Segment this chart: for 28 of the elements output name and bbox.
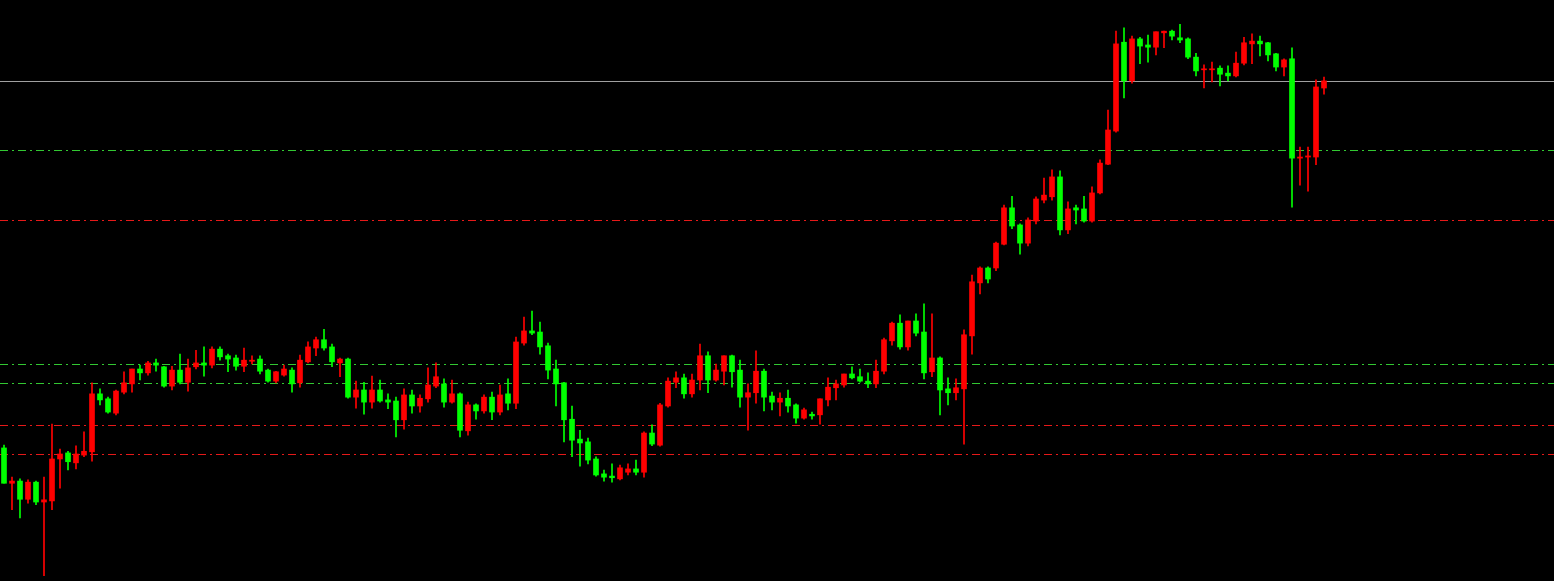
candlestick bbox=[929, 313, 935, 378]
candlestick bbox=[353, 380, 359, 409]
candlestick bbox=[225, 353, 231, 373]
candlestick bbox=[1041, 177, 1047, 204]
candlestick bbox=[1177, 24, 1183, 44]
candlestick bbox=[745, 383, 751, 431]
candlestick bbox=[1145, 34, 1151, 63]
candlestick bbox=[41, 476, 47, 576]
candlestick bbox=[193, 349, 199, 370]
candlestick bbox=[57, 448, 63, 489]
candlestick bbox=[1073, 204, 1079, 225]
candlestick bbox=[1257, 35, 1263, 57]
candlestick bbox=[833, 379, 839, 401]
candlestick bbox=[249, 355, 255, 365]
candlestick bbox=[1249, 33, 1255, 65]
candlestick bbox=[609, 463, 615, 483]
candlestick bbox=[9, 476, 15, 511]
candlestick bbox=[1209, 61, 1215, 83]
candlestick bbox=[809, 411, 815, 420]
candlestick bbox=[1201, 64, 1207, 89]
candlestick bbox=[865, 372, 871, 389]
candlestick bbox=[337, 357, 343, 378]
candlestick bbox=[1225, 65, 1231, 82]
candlestick bbox=[577, 429, 583, 467]
candlestick bbox=[81, 431, 87, 458]
candlestick bbox=[777, 392, 783, 417]
candlestick bbox=[945, 377, 951, 406]
candlestick bbox=[1161, 30, 1167, 49]
